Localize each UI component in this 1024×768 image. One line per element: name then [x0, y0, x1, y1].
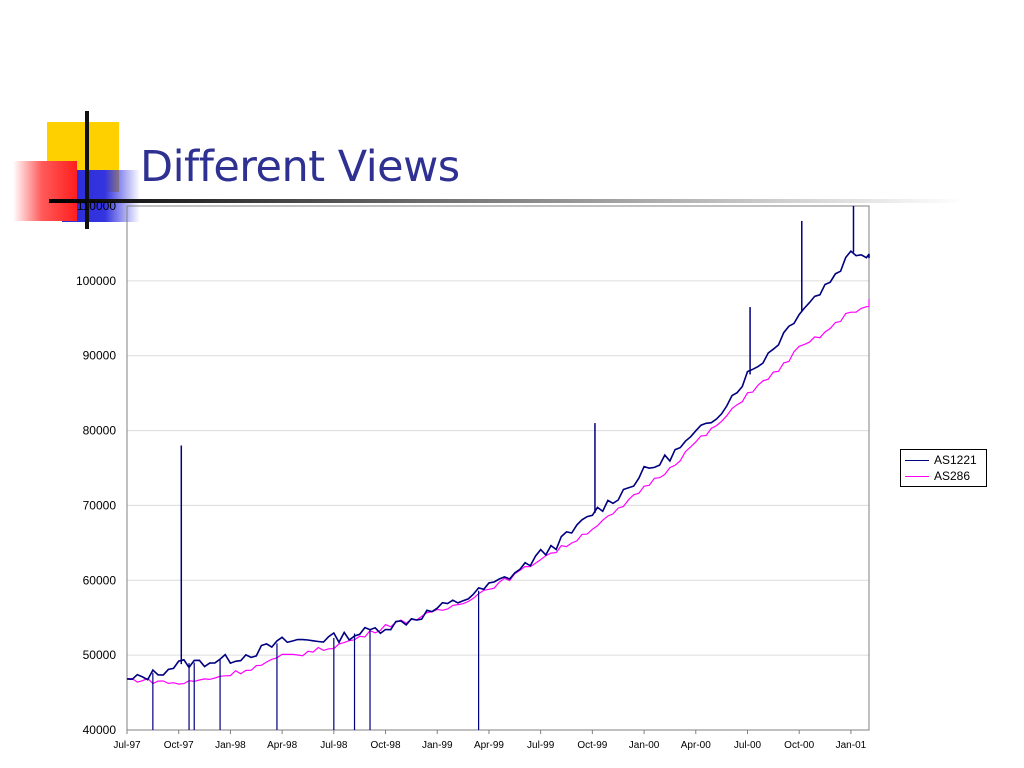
series-line-as1221	[126, 249, 870, 681]
x-tick-label: Apr-00	[681, 740, 711, 751]
vertical-rule-decoration	[85, 111, 89, 229]
legend-entry-as1221: AS1221	[905, 452, 977, 468]
legend-label: AS1221	[934, 453, 977, 467]
x-tick-label: Jul-97	[113, 740, 141, 751]
x-tick-label: Jul-98	[320, 740, 348, 751]
legend-swatch	[905, 475, 929, 477]
x-tick-label: Oct-99	[577, 740, 607, 751]
legend-swatch	[905, 459, 929, 461]
x-tick-label: Jan-01	[836, 740, 867, 751]
x-tick-label: Oct-98	[371, 740, 401, 751]
y-tick-label: 90000	[83, 349, 117, 363]
x-tick-label: Oct-97	[164, 740, 194, 751]
y-tick-label: 60000	[83, 573, 117, 587]
x-tick-label: Oct-00	[784, 740, 814, 751]
y-tick-label: 100000	[76, 274, 116, 288]
plot-area	[126, 205, 870, 731]
chart-legend: AS1221 AS286	[900, 449, 987, 487]
title-underline-rule	[49, 199, 964, 203]
legend-entry-as286: AS286	[905, 468, 970, 484]
y-tick-label: 70000	[83, 498, 117, 512]
red-square-decoration	[13, 161, 77, 221]
x-tick-label: Jan-98	[215, 740, 246, 751]
y-tick-label: 110000	[77, 199, 116, 213]
x-tick-label: Jul-00	[734, 740, 762, 751]
x-tick-label: Apr-98	[267, 740, 297, 751]
y-tick-label: 80000	[83, 424, 117, 438]
x-tick-label: Jan-99	[422, 740, 453, 751]
x-tick-label: Apr-99	[474, 740, 504, 751]
y-tick-label: 50000	[83, 648, 117, 662]
x-tick-label: Jan-00	[629, 740, 660, 751]
y-tick-label: 40000	[83, 723, 117, 737]
slide-title: Different Views	[140, 142, 460, 192]
series-line-as286	[127, 299, 870, 685]
x-tick-label: Jul-99	[527, 740, 555, 751]
legend-label: AS286	[934, 469, 971, 483]
